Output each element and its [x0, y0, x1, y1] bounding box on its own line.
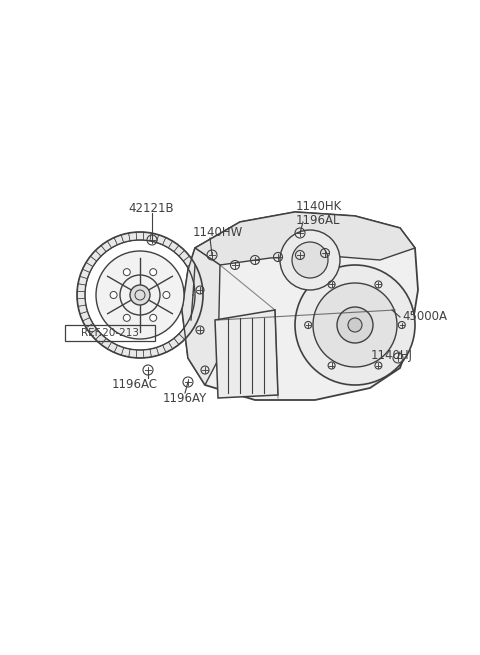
Polygon shape [114, 345, 124, 355]
Polygon shape [144, 232, 151, 241]
Polygon shape [187, 263, 197, 272]
Polygon shape [187, 318, 197, 328]
Polygon shape [144, 349, 151, 358]
Polygon shape [156, 235, 166, 245]
Text: REF.20-213: REF.20-213 [81, 328, 139, 338]
Polygon shape [174, 246, 184, 256]
Polygon shape [136, 350, 144, 358]
Polygon shape [215, 310, 278, 398]
Polygon shape [80, 269, 90, 278]
Polygon shape [108, 238, 118, 248]
Polygon shape [121, 233, 130, 242]
Polygon shape [136, 232, 144, 240]
Circle shape [348, 318, 362, 332]
Polygon shape [90, 250, 101, 261]
Polygon shape [179, 329, 190, 339]
Polygon shape [77, 298, 86, 307]
Polygon shape [90, 329, 101, 339]
Polygon shape [96, 246, 106, 256]
Polygon shape [80, 311, 90, 321]
Text: 1140HW: 1140HW [193, 227, 243, 240]
Polygon shape [86, 324, 96, 334]
Circle shape [150, 314, 156, 322]
Circle shape [150, 269, 156, 276]
Polygon shape [78, 276, 87, 285]
Polygon shape [192, 305, 202, 314]
Polygon shape [168, 241, 179, 252]
Text: 1140HJ: 1140HJ [371, 348, 413, 362]
Text: 1196AY: 1196AY [163, 392, 207, 405]
Polygon shape [108, 342, 118, 352]
Polygon shape [163, 238, 173, 248]
Circle shape [123, 314, 130, 322]
Text: 1196AC: 1196AC [112, 379, 158, 392]
Polygon shape [101, 338, 111, 349]
Polygon shape [83, 318, 93, 328]
Text: 1196AL: 1196AL [296, 214, 340, 227]
Polygon shape [129, 349, 137, 358]
Polygon shape [114, 235, 124, 245]
Polygon shape [77, 284, 86, 291]
Polygon shape [96, 334, 106, 345]
Polygon shape [182, 248, 220, 385]
Text: 42121B: 42121B [128, 202, 174, 214]
Circle shape [295, 265, 415, 385]
Polygon shape [194, 298, 203, 307]
Polygon shape [83, 263, 93, 272]
Polygon shape [174, 334, 184, 345]
Circle shape [130, 285, 150, 305]
Polygon shape [195, 291, 203, 299]
Polygon shape [150, 233, 159, 242]
Circle shape [313, 283, 397, 367]
Polygon shape [78, 305, 87, 314]
Polygon shape [168, 338, 179, 349]
Polygon shape [163, 342, 173, 352]
Polygon shape [190, 269, 200, 278]
Text: 1140HK: 1140HK [296, 200, 342, 214]
Polygon shape [190, 311, 200, 321]
Polygon shape [194, 284, 203, 291]
Polygon shape [121, 348, 130, 357]
Circle shape [163, 291, 170, 299]
Polygon shape [86, 256, 96, 267]
Circle shape [280, 230, 340, 290]
Text: 45000A: 45000A [402, 310, 447, 324]
Circle shape [292, 242, 328, 278]
Polygon shape [195, 212, 415, 265]
Polygon shape [150, 348, 159, 357]
Circle shape [96, 251, 184, 339]
Polygon shape [179, 250, 190, 261]
Circle shape [123, 269, 130, 276]
Polygon shape [183, 324, 194, 334]
Polygon shape [77, 291, 85, 299]
Polygon shape [183, 256, 194, 267]
Polygon shape [182, 212, 418, 400]
Polygon shape [192, 276, 202, 285]
Polygon shape [129, 232, 137, 241]
Circle shape [337, 307, 373, 343]
Polygon shape [156, 345, 166, 355]
Polygon shape [101, 241, 111, 252]
Circle shape [110, 291, 117, 299]
